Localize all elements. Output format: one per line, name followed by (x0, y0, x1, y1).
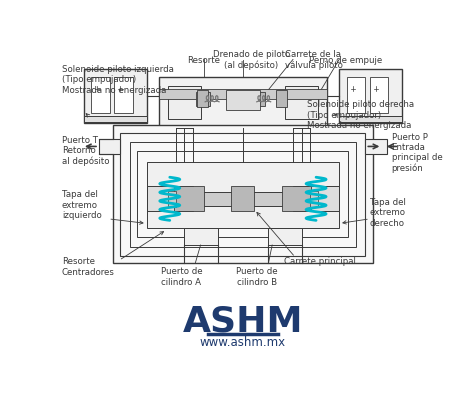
Bar (174, 186, 204, 211)
Text: Drenado de piloto
(al depósito): Drenado de piloto (al depósito) (213, 50, 290, 70)
Bar (83, 69, 146, 123)
Bar (310, 191, 318, 207)
Text: Puerto de
cilindro B: Puerto de cilindro B (236, 267, 278, 287)
Bar (198, 90, 208, 107)
Bar (120, 132, 365, 256)
Bar (339, 116, 402, 122)
Text: Carrete de la
válvula piloto: Carrete de la válvula piloto (285, 50, 343, 69)
Bar (146, 162, 339, 228)
Bar (159, 77, 327, 128)
Bar (276, 90, 287, 107)
Bar (137, 151, 348, 237)
Bar (365, 139, 387, 154)
Bar (268, 228, 302, 245)
Bar (293, 186, 339, 211)
Text: Tapa del
extremo
izquierdo: Tapa del extremo izquierdo (62, 190, 102, 220)
Bar (91, 77, 109, 113)
Text: ASHM: ASHM (182, 304, 303, 338)
Text: Resorte: Resorte (187, 55, 220, 65)
Bar (168, 86, 201, 119)
Text: Resorte
Centradores: Resorte Centradores (62, 257, 115, 277)
Bar (282, 186, 311, 211)
Bar (226, 90, 260, 110)
Text: Solenoide piloto izquierda
(Tipo empujador)
Mostrada no energizada: Solenoide piloto izquierda (Tipo empujad… (62, 65, 174, 95)
Bar (251, 92, 265, 106)
Bar (339, 69, 402, 123)
Bar (114, 77, 133, 113)
Bar (347, 77, 365, 113)
Bar (159, 89, 327, 99)
Bar (183, 228, 218, 245)
Bar (168, 191, 176, 207)
Bar (196, 92, 210, 106)
Text: Puerto de
cilindro A: Puerto de cilindro A (161, 267, 202, 287)
Bar (130, 142, 356, 247)
Text: Perno de empuje: Perno de empuje (309, 55, 382, 65)
Text: Puerto P
Entrada
principal de
presión: Puerto P Entrada principal de presión (392, 132, 442, 174)
Text: Tapa del
extremo
derecho: Tapa del extremo derecho (370, 198, 406, 228)
Bar (231, 186, 255, 211)
Text: Carrete principal: Carrete principal (284, 257, 356, 266)
Bar (146, 186, 193, 211)
Text: www.ashm.mx: www.ashm.mx (200, 336, 286, 349)
Bar (370, 77, 389, 113)
Text: Puerto T
Retorno
al depósito: Puerto T Retorno al depósito (62, 136, 109, 166)
Bar (99, 139, 120, 154)
Text: Solenoide piloto derecha
(Tipo empujador)
Mostrada no energizada: Solenoide piloto derecha (Tipo empujador… (307, 100, 414, 130)
Bar (285, 86, 318, 119)
Bar (172, 192, 314, 206)
Bar (83, 116, 146, 122)
Bar (113, 125, 373, 263)
